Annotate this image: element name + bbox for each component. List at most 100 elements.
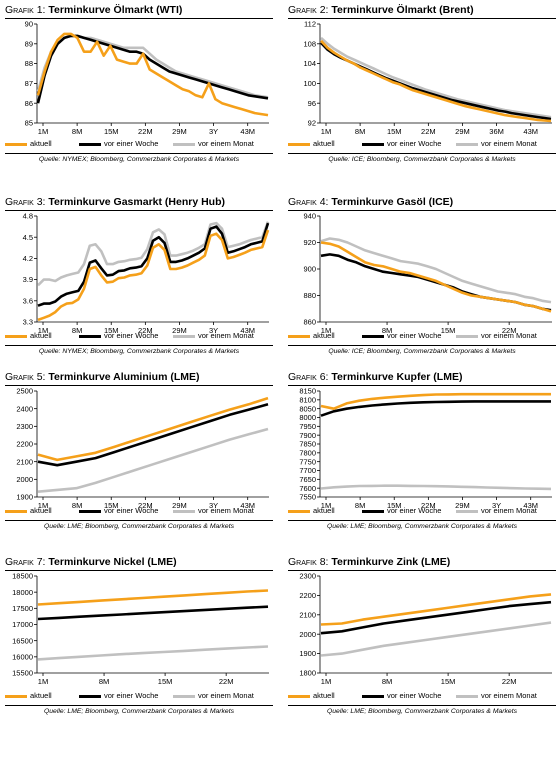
y-tick-label: 2000 xyxy=(299,630,316,639)
legend-swatch xyxy=(5,143,27,146)
x-tick-label: 22M xyxy=(421,501,436,510)
series-line-vor-einer-woche xyxy=(320,400,551,417)
y-tick-label: 16000 xyxy=(12,652,33,661)
x-tick-label: 1M xyxy=(38,127,48,136)
y-tick-label: 85 xyxy=(25,119,33,128)
x-tick-label: 1M xyxy=(321,326,331,335)
x-tick-label: 43M xyxy=(240,326,255,335)
series-line-vor-einem-monat xyxy=(36,34,269,99)
y-tick-label: 2500 xyxy=(16,387,33,396)
source-divider xyxy=(288,705,556,706)
chart-panel: Grafik 1: Terminkurve Ölmarkt (WTI) 85 86 8… xyxy=(5,4,277,189)
legend-swatch xyxy=(5,335,27,338)
line-chart: 85 86 87 88 89 90 1M 8M 15M 22M 29M 3Y 43M xyxy=(25,20,269,136)
x-tick-label: 8M xyxy=(99,677,109,686)
y-tick-label: 4.5 xyxy=(23,233,33,242)
legend-swatch xyxy=(456,143,478,146)
chart-panel: Grafik 7: Terminkurve Nickel (LME) 15500 1… xyxy=(5,556,277,741)
y-tick-label: 900 xyxy=(303,265,316,274)
legend-label: aktuell xyxy=(30,506,52,515)
source-divider xyxy=(288,520,556,521)
series-line-vor-einer-woche xyxy=(320,600,552,635)
legend-label: vor einer Woche xyxy=(387,331,442,340)
series-line-aktuell xyxy=(37,589,269,606)
chart-number: Grafik 4: xyxy=(288,196,329,208)
x-tick-label: 15M xyxy=(158,677,173,686)
chart-title: Grafik 6: Terminkurve Kupfer (LME) xyxy=(288,371,560,385)
legend-label: aktuell xyxy=(30,691,52,700)
x-tick-label: 43M xyxy=(523,501,538,510)
title-divider xyxy=(288,570,556,571)
legend-label: vor einem Monat xyxy=(481,506,537,515)
x-tick-label: 22M xyxy=(138,127,153,136)
x-tick-label: 22M xyxy=(138,326,153,335)
x-tick-label: 22M xyxy=(219,677,234,686)
y-tick-label: 860 xyxy=(303,318,316,327)
y-tick-label: 8050 xyxy=(299,404,316,413)
legend-label: aktuell xyxy=(313,691,335,700)
chart-source: Quelle: LME; Bloomberg, Commerzbank Corp… xyxy=(326,708,517,715)
x-tick-label: 1M xyxy=(321,677,331,686)
legend-label: vor einer Woche xyxy=(387,506,442,515)
y-tick-label: 7550 xyxy=(299,493,316,502)
y-tick-label: 15500 xyxy=(12,669,33,678)
y-tick-label: 86 xyxy=(25,99,33,108)
y-tick-label: 2300 xyxy=(16,422,33,431)
series-line-vor-einem-monat xyxy=(320,36,552,119)
title-divider xyxy=(288,385,556,386)
x-tick-label: 36M xyxy=(489,127,504,136)
y-tick-label: 4.8 xyxy=(23,212,33,221)
chart-source: Quelle: NYMEX; Bloomberg, Commerzbank Co… xyxy=(38,156,240,163)
x-tick-label: 3Y xyxy=(492,501,501,510)
y-tick-label: 7600 xyxy=(299,484,316,493)
legend-swatch xyxy=(173,695,195,698)
y-tick-label: 1900 xyxy=(299,649,316,658)
source-divider xyxy=(288,345,556,346)
legend-swatch xyxy=(5,510,27,513)
chart-title: Grafik 4: Terminkurve Gasöl (ICE) xyxy=(288,196,560,210)
chart-panel: Grafik 8: Terminkurve Zink (LME) 1800 1900… xyxy=(288,556,560,741)
x-tick-label: 15M xyxy=(441,326,456,335)
legend-label: vor einer Woche xyxy=(387,139,442,148)
legend-swatch xyxy=(5,695,27,698)
chart-title: Grafik 5: Terminkurve Aluminium (LME) xyxy=(5,371,277,385)
y-tick-label: 1800 xyxy=(299,669,316,678)
line-chart: 3.3 3.6 3.9 4.2 4.5 4.8 1M 8M 15M 22M 29M 3Y 43M xyxy=(23,212,270,335)
x-tick-label: 43M xyxy=(523,127,538,136)
chart-title-text: Terminkurve Gasmarkt (Henry Hub) xyxy=(48,196,225,208)
chart-title-text: Terminkurve Zink (LME) xyxy=(331,556,451,568)
series-line-vor-einer-woche xyxy=(320,41,552,121)
y-tick-label: 7750 xyxy=(299,457,316,466)
legend-label: aktuell xyxy=(313,506,335,515)
y-tick-label: 1900 xyxy=(16,493,33,502)
legend-label: vor einem Monat xyxy=(481,331,537,340)
chart-source: Quelle: NYMEX; Bloomberg, Commerzbank Co… xyxy=(38,348,240,355)
source-divider xyxy=(5,345,273,346)
y-tick-label: 7700 xyxy=(299,466,316,475)
y-tick-label: 16500 xyxy=(12,636,33,645)
chart-number: Grafik 3: xyxy=(5,196,46,208)
legend-swatch xyxy=(79,510,101,513)
x-tick-label: 29M xyxy=(172,501,187,510)
chart-title-text: Terminkurve Gasöl (ICE) xyxy=(331,196,454,208)
y-tick-label: 2100 xyxy=(299,610,316,619)
legend-label: vor einem Monat xyxy=(198,139,254,148)
x-tick-label: 8M xyxy=(355,127,365,136)
x-tick-label: 1M xyxy=(38,326,48,335)
legend-swatch xyxy=(173,335,195,338)
y-tick-label: 880 xyxy=(303,291,316,300)
y-tick-label: 90 xyxy=(25,20,33,29)
x-tick-label: 8M xyxy=(72,326,82,335)
title-divider xyxy=(5,570,273,571)
legend-label: vor einem Monat xyxy=(198,506,254,515)
chart-source: Quelle: LME; Bloomberg, Commerzbank Corp… xyxy=(43,708,234,715)
chart-panel: Grafik 5: Terminkurve Aluminium (LME) 190… xyxy=(5,371,277,556)
y-tick-label: 940 xyxy=(303,212,316,221)
chart-number: Grafik 6: xyxy=(288,371,329,383)
y-tick-label: 2200 xyxy=(299,591,316,600)
x-tick-label: 8M xyxy=(382,677,392,686)
y-tick-label: 18500 xyxy=(12,572,33,581)
x-tick-label: 3Y xyxy=(209,501,218,510)
legend-swatch xyxy=(79,335,101,338)
x-tick-label: 43M xyxy=(240,501,255,510)
